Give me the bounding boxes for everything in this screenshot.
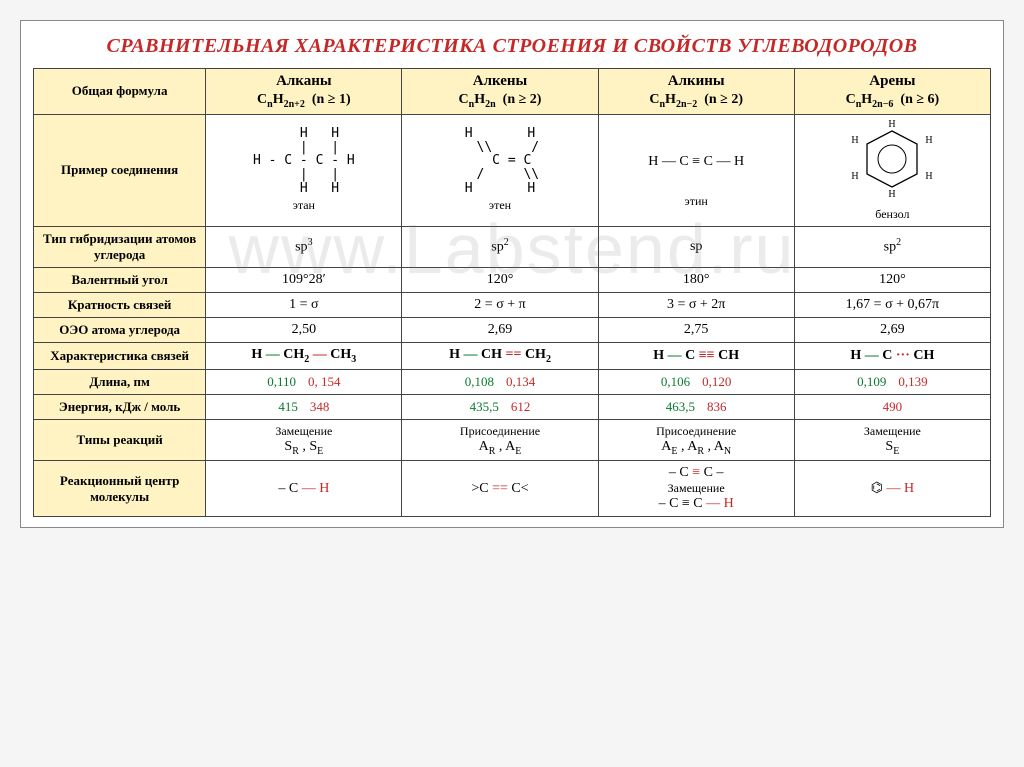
cell-rx-3: Замещение SE (794, 419, 990, 461)
colhead-0: Алканы CnH2n+2 (n ≥ 1) (206, 69, 402, 115)
cell-rx-1: Присоединение AR , AE (402, 419, 598, 461)
cell-example-0: H H | | H - C - C - H | | H H этан (206, 114, 402, 226)
cell-hybrid-2: sp (598, 226, 794, 267)
cell-hybrid-3: sp2 (794, 226, 990, 267)
svg-text:H: H (889, 189, 896, 199)
cell-angle-2: 180° (598, 267, 794, 292)
cell-oeo-0: 2,50 (206, 317, 402, 342)
svg-text:H: H (852, 171, 859, 182)
rowhead-hybrid: Тип гибридизации атомов углерода (34, 226, 206, 267)
cell-bond-1: H — CH == CH2 (402, 342, 598, 369)
cell-e-1: 435,5612 (402, 394, 598, 419)
chart-sheet: www.Labstend.ru СРАВНИТЕЛЬНАЯ ХАРАКТЕРИС… (20, 20, 1004, 528)
cell-mult-3: 1,67 = σ + 0,67π (794, 292, 990, 317)
colhead-2: Алкины CnH2n−2 (n ≥ 2) (598, 69, 794, 115)
cell-example-1: H H \\ / C = C / \\ H H этен (402, 114, 598, 226)
benzene-structure: H H H H H H (801, 119, 984, 204)
rowhead-bondchar: Характеристика связей (34, 342, 206, 369)
cell-example-3: H H H H H H бензол (794, 114, 990, 226)
cell-example-2: H — C ≡ C — H этин (598, 114, 794, 226)
rowhead-energy: Энергия, кДж / моль (34, 394, 206, 419)
rowhead-rxcenter: Реакционный центр молекулы (34, 461, 206, 517)
colhead-3: Арены CnH2n−6 (n ≥ 6) (794, 69, 990, 115)
svg-text:H: H (889, 119, 896, 130)
cell-angle-1: 120° (402, 267, 598, 292)
rowhead-bondmult: Кратность связей (34, 292, 206, 317)
rowhead-oeo: ОЭО атома углерода (34, 317, 206, 342)
rowhead-angle: Валентный угол (34, 267, 206, 292)
cell-angle-0: 109°28′ (206, 267, 402, 292)
col-formula: CnH2n+2 (n ≥ 1) (212, 92, 395, 110)
cell-center-3: ⌬ — H (794, 461, 990, 517)
rowhead-length: Длина, пм (34, 369, 206, 394)
cell-len-3: 0,1090,139 (794, 369, 990, 394)
cell-hybrid-1: sp2 (402, 226, 598, 267)
cell-hybrid-0: sp3 (206, 226, 402, 267)
ethene-structure: H H \\ / C = C / \\ H H (408, 127, 591, 195)
ethyne-structure: H — C ≡ C — H (605, 132, 788, 191)
cell-len-2: 0,1060,120 (598, 369, 794, 394)
cell-e-0: 415348 (206, 394, 402, 419)
cell-len-0: 0,1100, 154 (206, 369, 402, 394)
cell-rx-0: Замещение SR , SE (206, 419, 402, 461)
cell-oeo-3: 2,69 (794, 317, 990, 342)
svg-text:H: H (926, 135, 933, 146)
ethane-structure: H H | | H - C - C - H | | H H (212, 127, 395, 195)
comparison-table: Общая формула Алканы CnH2n+2 (n ≥ 1) Алк… (33, 68, 991, 517)
cell-bond-2: H — C ≡≡ CH (598, 342, 794, 369)
cell-bond-0: H — CH2 — CH3 (206, 342, 402, 369)
colhead-1: Алкены CnH2n (n ≥ 2) (402, 69, 598, 115)
cell-oeo-2: 2,75 (598, 317, 794, 342)
cell-mult-1: 2 = σ + π (402, 292, 598, 317)
cell-e-2: 463,5836 (598, 394, 794, 419)
cell-mult-0: 1 = σ (206, 292, 402, 317)
cell-len-1: 0,1080,134 (402, 369, 598, 394)
cell-oeo-1: 2,69 (402, 317, 598, 342)
cell-bond-3: H — C ··· CH (794, 342, 990, 369)
svg-text:H: H (852, 135, 859, 146)
rowhead-formula: Общая формула (34, 69, 206, 115)
page-title: СРАВНИТЕЛЬНАЯ ХАРАКТЕРИСТИКА СТРОЕНИЯ И … (33, 35, 991, 58)
cell-mult-2: 3 = σ + 2π (598, 292, 794, 317)
cell-rx-2: Присоединение AE , AR , AN (598, 419, 794, 461)
cell-center-2: – C ≡ C – Замещение – C ≡ C — H (598, 461, 794, 517)
cell-angle-3: 120° (794, 267, 990, 292)
cell-center-1: >C == C< (402, 461, 598, 517)
cell-center-0: – C — H (206, 461, 402, 517)
col-name: Алканы (212, 73, 395, 90)
rowhead-example: Пример соединения (34, 114, 206, 226)
rowhead-rxtype: Типы реакций (34, 419, 206, 461)
cell-e-3: 490 (794, 394, 990, 419)
svg-text:H: H (926, 171, 933, 182)
